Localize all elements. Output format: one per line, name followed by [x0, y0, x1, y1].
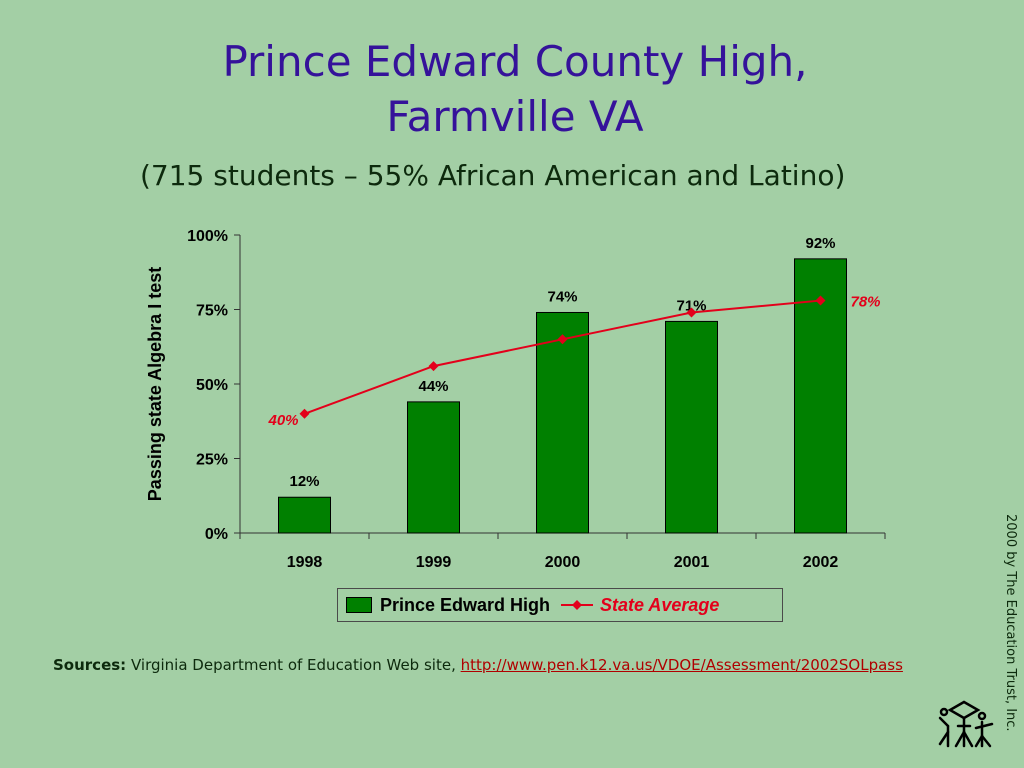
- bar-value-label: 12%: [289, 473, 319, 490]
- legend-item-state-average: State Average: [600, 594, 720, 615]
- state-average-label: 78%: [851, 294, 881, 311]
- bar-value-label: 71%: [676, 297, 706, 314]
- bar: [665, 320, 718, 534]
- bar-value-label: 44%: [418, 378, 448, 395]
- education-trust-logo-icon: [938, 700, 994, 748]
- state-average-point: [428, 361, 439, 372]
- state-average-point: [815, 295, 826, 306]
- x-tick-label: 2000: [545, 554, 581, 571]
- bar-value-label: 74%: [547, 288, 577, 305]
- sources-link[interactable]: http://www.pen.k12.va.us/VDOE/Assessment…: [460, 656, 903, 674]
- state-average-point: [299, 408, 310, 419]
- bar: [536, 311, 589, 534]
- x-tick-label: 1999: [416, 554, 452, 571]
- sources-note: Sources: Virginia Department of Educatio…: [53, 656, 1013, 674]
- x-tick-label: 2001: [674, 554, 710, 571]
- copyright-note: 2000 by The Education Trust, Inc.: [1003, 514, 1018, 732]
- chart-legend: Prince Edward High State Average: [337, 588, 783, 622]
- bar-value-label: 92%: [805, 235, 835, 252]
- title-line-1: Prince Edward County High,: [222, 37, 808, 86]
- x-tick-label: 1998: [287, 554, 323, 571]
- y-axis-title: Passing state Algebra I test: [145, 267, 165, 501]
- bar: [407, 401, 460, 534]
- y-tick-label: 25%: [196, 452, 228, 469]
- y-tick-label: 50%: [196, 377, 228, 394]
- title-line-2: Farmville VA: [386, 92, 644, 141]
- legend-bar-swatch: [346, 597, 372, 613]
- subtitle: (715 students – 55% African American and…: [140, 159, 846, 192]
- y-tick-label: 100%: [187, 228, 228, 245]
- legend-line-swatch: [561, 600, 594, 610]
- y-tick-label: 75%: [196, 303, 228, 320]
- sources-label: Sources:: [53, 656, 127, 674]
- sources-text: Virginia Department of Education Web sit…: [130, 656, 456, 674]
- x-tick-label: 2002: [803, 554, 839, 571]
- state-average-label: 40%: [268, 412, 299, 429]
- y-tick-label: 0%: [205, 526, 228, 543]
- legend-item-prince-edward: Prince Edward High: [380, 594, 551, 615]
- state-average-point: [686, 307, 697, 318]
- state-average-point: [557, 334, 568, 345]
- bar: [278, 496, 331, 534]
